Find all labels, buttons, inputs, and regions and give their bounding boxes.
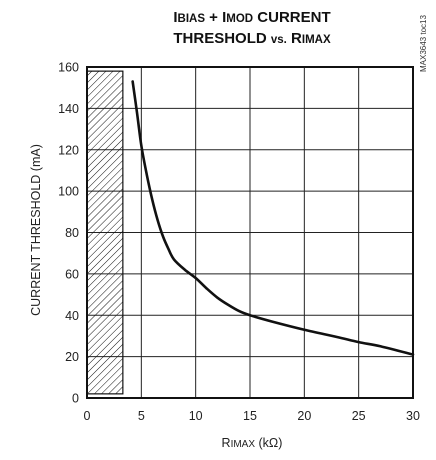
y-tick-label-5: 100 — [58, 185, 79, 199]
x-tick-label-5: 25 — [352, 409, 366, 423]
x-tick-label-3: 15 — [243, 409, 257, 423]
y-tick-label-7: 140 — [58, 102, 79, 116]
plot-frame — [86, 66, 414, 399]
title-line2-part-3: IMAX — [302, 34, 331, 46]
y-tick-label-4: 80 — [65, 226, 79, 240]
hatched-region-layer — [86, 70, 124, 395]
title-line2-part-0: THRESHOLD — [173, 30, 271, 47]
y-tick-label-6: 120 — [58, 143, 79, 157]
y-tick-label-3: 60 — [65, 267, 79, 281]
xlabel-part-2: (kΩ) — [255, 436, 282, 450]
chart-title-line1: IBIAS + IMOD CURRENT — [173, 9, 330, 26]
xlabel-part-0: R — [222, 436, 231, 450]
title-line1-part-0: I — [173, 9, 177, 26]
title-line2-part-1: vs. — [271, 34, 287, 46]
title-line1-part-4: CURRENT — [253, 9, 331, 26]
y-tick-label-0: 0 — [72, 392, 79, 406]
x-tick-label-2: 10 — [189, 409, 203, 423]
title-line1-part-1: BIAS — [178, 13, 206, 25]
title-line1-part-3: MOD — [226, 13, 253, 25]
hatched-region — [86, 70, 124, 395]
x-axis-label: RIMAX (kΩ) — [222, 436, 283, 450]
y-tick-label-1: 20 — [65, 350, 79, 364]
x-tick-label-6: 30 — [406, 409, 420, 423]
x-tick-label-1: 5 — [138, 409, 145, 423]
series-layer — [131, 80, 415, 356]
title-line2-part-2: R — [287, 30, 302, 47]
xlabel-part-1: IMAX — [231, 439, 256, 450]
x-tick-label-4: 20 — [297, 409, 311, 423]
x-tick-labels: 0 5 10 15 20 25 30 — [84, 409, 420, 423]
series-line-0 — [131, 80, 415, 356]
title-line1-part-2: + I — [205, 9, 226, 26]
y-tick-labels: 0 20 40 60 80 100 120 140 160 — [58, 61, 79, 406]
y-tick-label-8: 160 — [58, 61, 79, 75]
x-tick-label-0: 0 — [84, 409, 91, 423]
figure-note: MAX3643 toc13 — [419, 15, 428, 72]
y-tick-label-2: 40 — [65, 309, 79, 323]
y-axis-label: CURRENT THRESHOLD (mA) — [29, 144, 43, 316]
chart-title-line2: THRESHOLD vs. RIMAX — [173, 30, 331, 47]
grid-lines — [86, 66, 414, 399]
